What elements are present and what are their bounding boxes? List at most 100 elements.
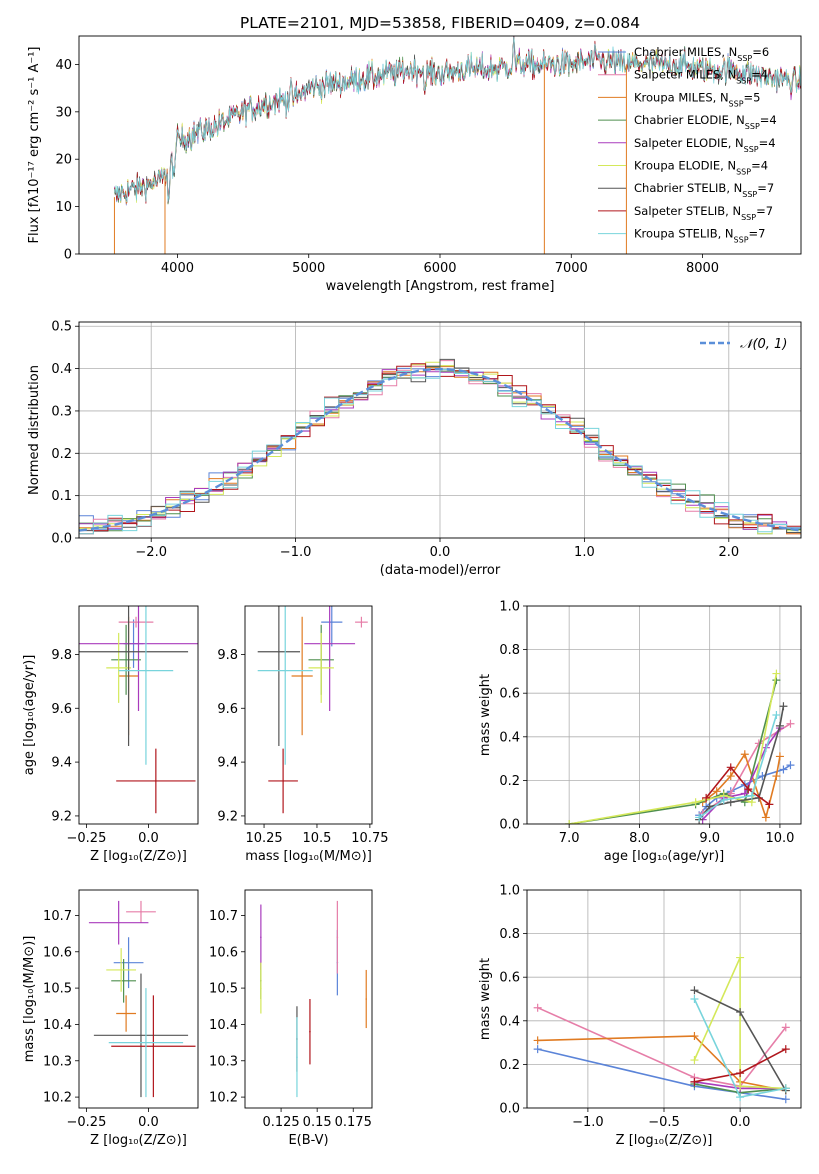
axes-frame (244, 605, 373, 825)
weight-marker-kroupa-elodie (691, 798, 700, 807)
weight-marker-kroupa-miles (533, 1036, 542, 1045)
axes-frame (78, 605, 199, 825)
x-tick-label: −2.0 (135, 545, 167, 560)
legend-entry-kroupa-miles: Kroupa MILES, NSSP=5 (634, 90, 760, 108)
legend-entry-salpeter-elodie: Salpeter ELODIE, NSSP=4 (634, 136, 776, 154)
mass-vs-metallicity-panel: −0.25 0.0 10.2 10.3 10.4 10.5 10.6 10.7 Z [log₁₀… (22, 889, 199, 1148)
data-point-kroupa-stelib (296, 1056, 298, 1058)
y-tick-label: 40 (55, 58, 72, 73)
weight-vs-age-panel: 7.0 8.0 9.0 10.0 0.0 0.2 0.4 0.6 0.8 1.0 age [log₁… (478, 600, 802, 864)
x-tick-label: 0.0 (430, 545, 451, 560)
legend-entry-chabrier-stelib: Chabrier STELIB, NSSP=7 (634, 181, 774, 199)
data-point-kroupa-elodie (120, 969, 122, 971)
y-tick-label: 10.7 (43, 909, 72, 924)
plot-area (79, 606, 198, 814)
x-tick-label: 0.0 (730, 1115, 751, 1130)
weight-marker-salpeter-stelib (702, 793, 711, 802)
weight-marker-chabrier-stelib (736, 1008, 745, 1017)
data-point-salpeter-miles (135, 621, 137, 623)
data-point-kroupa-stelib (145, 1041, 147, 1044)
data-point-chabrier-elodie (122, 980, 125, 982)
data-point-chabrier-miles (330, 621, 333, 623)
y-tick-label: 0.2 (499, 1058, 520, 1073)
y-tick-label: 10.3 (209, 1054, 238, 1069)
x-axis-label: E(B-V) (288, 1133, 328, 1148)
x-tick-label: 0.15 (303, 1115, 332, 1130)
weight-line-chabrier-miles (698, 764, 791, 816)
weight-marker-kroupa-elodie (736, 953, 745, 962)
plot-area (113, 36, 801, 254)
figure-title: PLATE=2101, MJD=53858, FIBERID=0409, z=0… (240, 14, 640, 32)
x-tick-label: −0.25 (67, 831, 107, 846)
x-tick-label: 10.25 (245, 831, 282, 846)
legend-tail: =7 (756, 204, 773, 218)
y-tick-label: 0.6 (499, 687, 520, 702)
legend-tail: =5 (744, 90, 761, 104)
y-tick-label: 0.0 (51, 532, 72, 547)
legend-subscript: SSP (736, 167, 751, 176)
weight-marker-kroupa-elodie (736, 1082, 745, 1091)
y-tick-label: 10.4 (209, 1018, 238, 1033)
y-tick-label: 10.7 (209, 909, 238, 924)
weight-marker-kroupa-miles (712, 787, 721, 796)
weight-marker-chabrier-stelib (775, 721, 784, 730)
weight-marker-salpeter-stelib (744, 785, 753, 794)
y-axis-label: Flux [fλ10⁻¹⁷ erg cm⁻² s⁻¹ A⁻¹] (27, 47, 42, 244)
x-axis-label: (data-model)/error (380, 563, 501, 578)
legend-subscript: SSP (736, 76, 751, 85)
x-tick-label: 10.0 (765, 831, 794, 846)
data-point-kroupa-elodie (117, 667, 120, 669)
legend-subscript: SSP (741, 212, 756, 221)
legend-tail: =6 (752, 45, 769, 59)
y-tick-label: 9.4 (217, 756, 238, 771)
x-axis-label: wavelength [Angstrom, rest frame] (326, 279, 555, 294)
weight-line-salpeter-stelib (705, 766, 770, 806)
y-tick-label: 10.4 (43, 1018, 72, 1033)
weight-line-kroupa-stelib (698, 714, 778, 819)
y-axis-label: Normed distribution (27, 365, 42, 495)
y-tick-label: 9.2 (51, 809, 72, 824)
weight-marker-salpeter-stelib (781, 1045, 790, 1054)
weight-marker-salpeter-stelib (690, 1077, 699, 1086)
data-point-kroupa-stelib (284, 669, 287, 672)
data-point-chabrier-stelib (140, 1034, 142, 1037)
y-axis-label: mass weight (478, 674, 493, 756)
weight-marker-salpeter-miles (533, 1003, 542, 1012)
legend-entry-kroupa-stelib: Kroupa STELIB, NSSP=7 (634, 227, 765, 245)
y-tick-label: 10.3 (43, 1054, 72, 1069)
data-point-kroupa-stelib (145, 669, 147, 672)
age-vs-mass-panel: 10.25 10.5 10.75 9.2 9.4 9.6 9.8 mass [log₁₀(M/… (217, 605, 388, 864)
data-point-salpeter-elodie (137, 642, 140, 645)
x-tick-label: 0.0 (138, 831, 159, 846)
y-tick-label: 0.1 (51, 489, 72, 504)
axes-frame (244, 889, 373, 1109)
y-tick-label: 0.0 (499, 818, 520, 833)
y-tick-label: 0.8 (499, 643, 520, 658)
age-vs-metallicity-panel: −0.25 0.0 9.2 9.4 9.6 9.8 Z [log₁₀(Z/Z⊙)] age [… (22, 605, 199, 864)
y-tick-label: 0.0 (499, 1102, 520, 1117)
weight-line-salpeter-miles (702, 723, 791, 814)
weight-marker-kroupa-miles (775, 752, 784, 761)
weight-marker-chabrier-stelib (690, 986, 699, 995)
x-axis-label: Z [log₁₀(Z/Z⊙)] (90, 849, 187, 864)
histogram-step-kroupa-stelib (79, 369, 801, 538)
legend-tail: =7 (749, 227, 766, 241)
y-tick-label: 10.6 (43, 945, 72, 960)
y-tick-label: 0.2 (499, 774, 520, 789)
x-tick-label: 10.5 (302, 831, 331, 846)
weight-marker-kroupa-miles (740, 750, 749, 759)
x-axis-label: age [log₁₀(age/yr)] (604, 849, 725, 864)
x-tick-label: 9.0 (699, 831, 720, 846)
x-tick-label: 5000 (292, 261, 325, 276)
legend-entry-normal: 𝒩(0, 1) (740, 337, 787, 352)
x-tick-label: 6000 (423, 261, 456, 276)
weight-line-kroupa-elodie (569, 673, 778, 824)
data-point-kroupa-miles (125, 1012, 127, 1015)
weight-marker-kroupa-miles (772, 772, 781, 781)
data-point-kroupa-elodie (260, 987, 262, 989)
plot-area (527, 890, 801, 1108)
y-tick-label: 9.8 (217, 648, 238, 663)
data-point-salpeter-stelib (155, 780, 157, 782)
weight-marker-kroupa-miles (726, 772, 735, 781)
